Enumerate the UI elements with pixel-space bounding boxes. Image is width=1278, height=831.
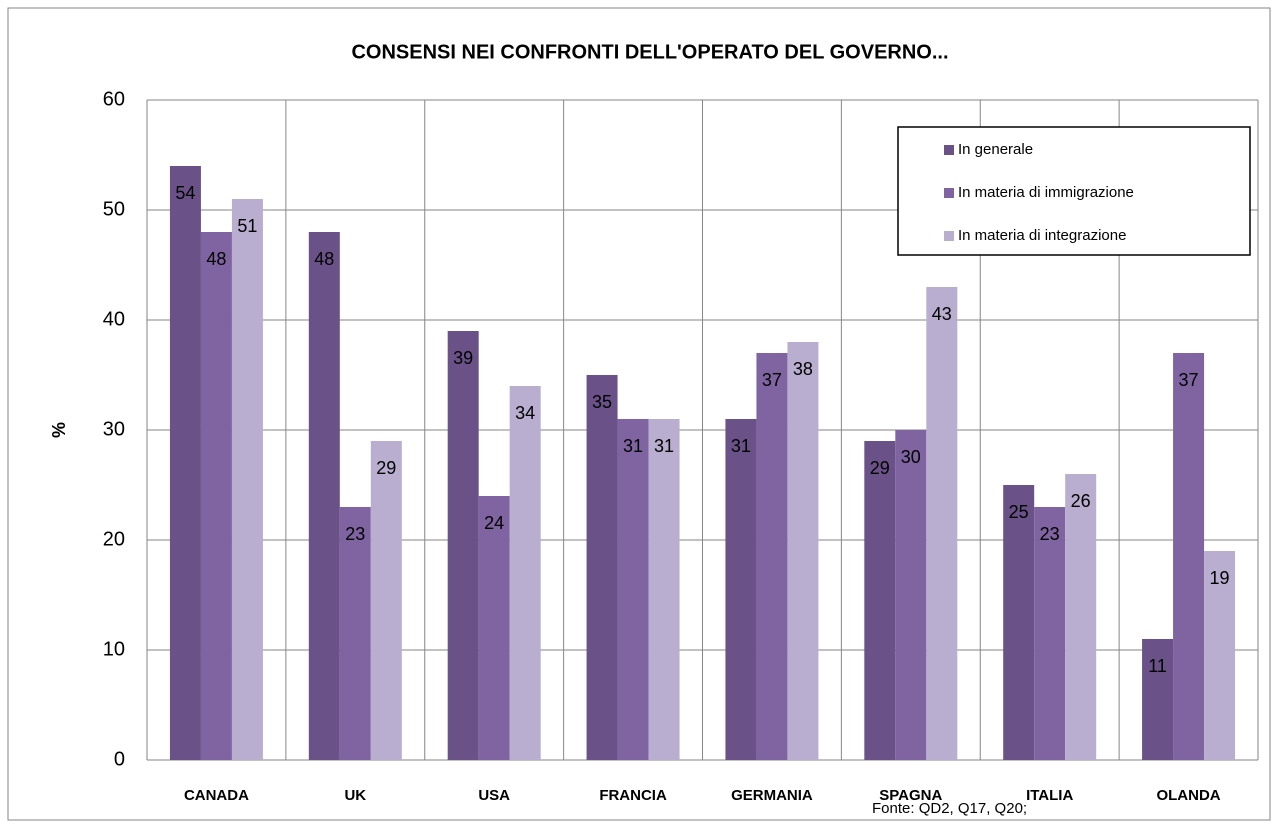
data-label: 37 xyxy=(762,370,782,390)
bar xyxy=(586,375,618,760)
legend-box xyxy=(897,126,1251,256)
bar xyxy=(447,331,479,760)
y-tick-label: 50 xyxy=(103,198,125,220)
bar xyxy=(169,166,201,760)
bar xyxy=(1173,353,1205,760)
bar xyxy=(308,232,340,760)
data-label: 31 xyxy=(731,436,751,456)
data-label: 19 xyxy=(1210,568,1230,588)
bar xyxy=(509,386,541,760)
y-tick-label: 0 xyxy=(114,748,125,770)
bar xyxy=(1003,485,1035,760)
legend-swatch xyxy=(944,231,954,241)
y-axis-label: % xyxy=(49,422,69,438)
data-label: 51 xyxy=(237,216,257,236)
legend-swatch xyxy=(944,188,954,198)
data-label: 54 xyxy=(175,183,195,203)
data-label: 48 xyxy=(314,249,334,269)
data-label: 48 xyxy=(206,249,226,269)
data-label: 23 xyxy=(1040,524,1060,544)
bar xyxy=(756,353,788,760)
data-label: 29 xyxy=(870,458,890,478)
data-label: 23 xyxy=(345,524,365,544)
bar xyxy=(1065,474,1097,760)
bar xyxy=(787,342,819,760)
bar xyxy=(926,287,958,760)
data-label: 30 xyxy=(901,447,921,467)
bar xyxy=(231,199,263,760)
bar xyxy=(895,430,927,760)
legend-label: In materia di integrazione xyxy=(958,227,1126,244)
bar xyxy=(648,419,680,760)
bar xyxy=(864,441,896,760)
data-label: 34 xyxy=(515,403,535,423)
y-tick-label: 30 xyxy=(103,418,125,440)
bar xyxy=(339,507,371,760)
data-label: 26 xyxy=(1071,491,1091,511)
bar xyxy=(725,419,757,760)
data-label: 25 xyxy=(1009,502,1029,522)
bar xyxy=(1142,639,1174,760)
data-label: 31 xyxy=(654,436,674,456)
bar xyxy=(617,419,649,760)
y-tick-label: 60 xyxy=(103,88,125,110)
x-tick-label: UK xyxy=(344,787,366,804)
data-label: 35 xyxy=(592,392,612,412)
x-tick-label: FRANCIA xyxy=(599,787,667,804)
x-tick-label: SPAGNA xyxy=(879,787,942,804)
y-tick-label: 20 xyxy=(103,528,125,550)
data-label: 31 xyxy=(623,436,643,456)
bar xyxy=(1204,551,1236,760)
legend-label: In generale xyxy=(958,141,1033,158)
chart-title: CONSENSI NEI CONFRONTI DELL'OPERATO DEL … xyxy=(351,41,948,63)
x-tick-label: USA xyxy=(478,787,510,804)
x-tick-label: CANADA xyxy=(184,787,249,804)
bar xyxy=(478,496,510,760)
source-note: Fonte: QD2, Q17, Q20; xyxy=(872,800,1027,817)
bar xyxy=(1034,507,1066,760)
data-label: 38 xyxy=(793,359,813,379)
data-label: 11 xyxy=(1148,656,1167,676)
y-tick-label: 40 xyxy=(103,308,125,330)
data-label: 39 xyxy=(453,348,473,368)
y-tick-label: 10 xyxy=(103,638,125,660)
data-label: 43 xyxy=(932,304,952,324)
x-tick-label: OLANDA xyxy=(1156,787,1220,804)
bar xyxy=(200,232,232,760)
data-label: 29 xyxy=(376,458,396,478)
x-tick-label: GERMANIA xyxy=(731,787,813,804)
bar xyxy=(370,441,402,760)
legend-label: In materia di immigrazione xyxy=(958,184,1134,201)
x-tick-label: ITALIA xyxy=(1026,787,1073,804)
data-label: 24 xyxy=(484,513,504,533)
legend-swatch xyxy=(944,145,954,155)
data-label: 37 xyxy=(1179,370,1199,390)
